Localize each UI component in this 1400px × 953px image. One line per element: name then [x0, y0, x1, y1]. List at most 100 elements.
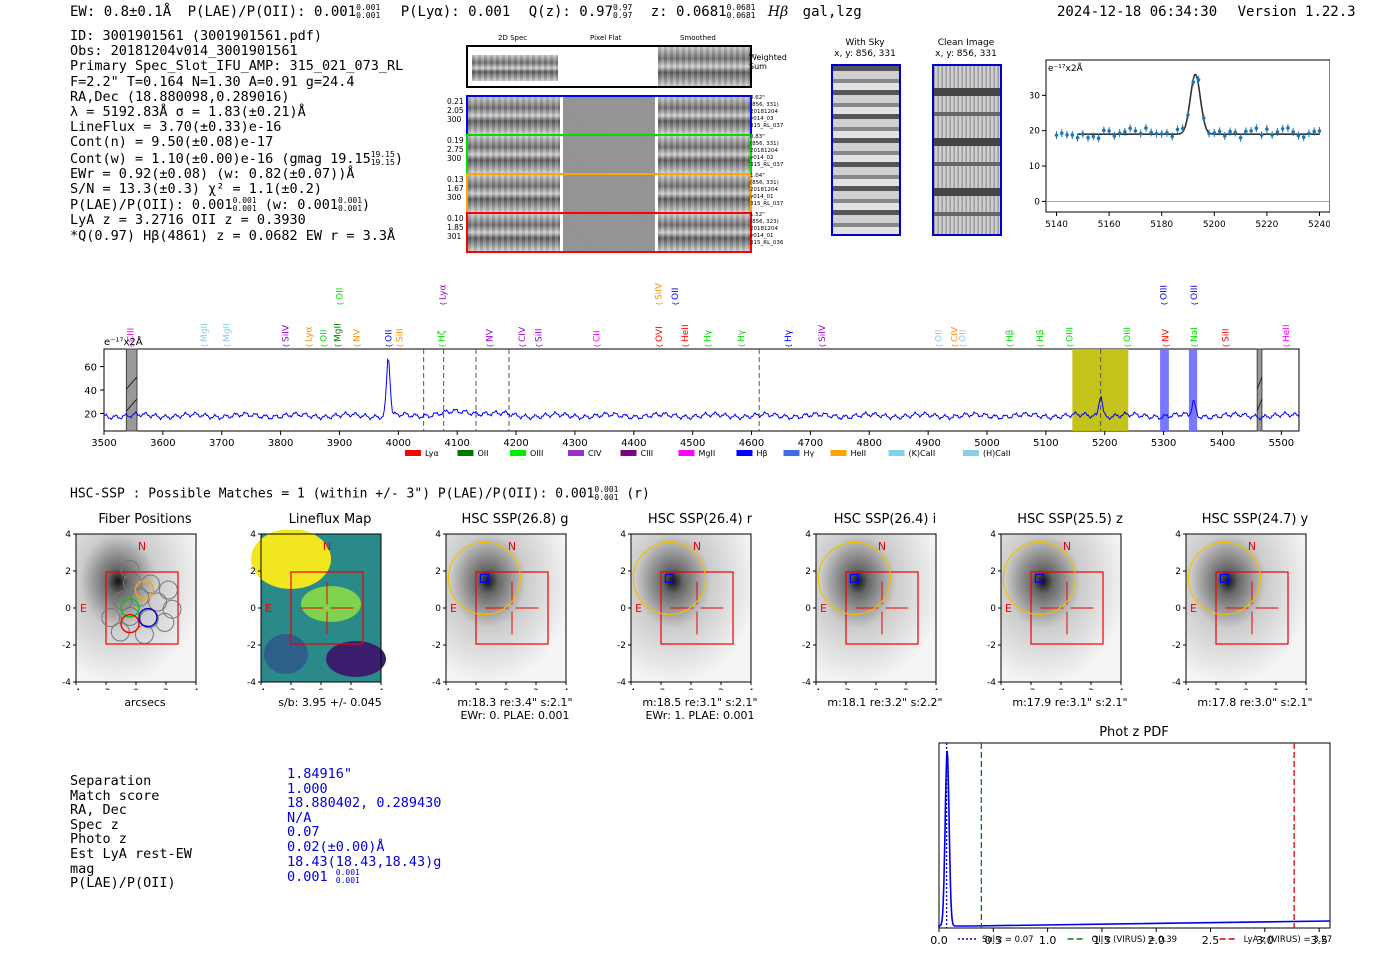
- zoom-xtick-label: 5240: [1308, 220, 1330, 230]
- line-label-bracket: {: [385, 344, 393, 348]
- hsc-ytick-label: 0: [65, 604, 71, 614]
- line-label: SiII: [396, 328, 406, 342]
- hatch-line: [1256, 376, 1263, 390]
- spec2d-row-right-value: 1.04": [750, 173, 765, 179]
- line-label: Lyα: [304, 326, 314, 342]
- hsc-ytick-label: 0: [990, 604, 996, 614]
- header-line-id: Hβ: [767, 4, 789, 20]
- photz-title: Phot z PDF: [1099, 725, 1169, 740]
- zoom-fit-line: [1077, 73, 1320, 135]
- hsc-ytick-label: -2: [62, 641, 71, 651]
- weighted-label: Weighted Sum: [749, 53, 787, 71]
- line-label: Hζ: [437, 330, 447, 342]
- hsc-image: [76, 534, 196, 682]
- fiber-circle: [101, 608, 121, 628]
- fiber-circle: [140, 574, 160, 594]
- line-label-bracket: {: [656, 344, 664, 348]
- zoom-data-point: [1165, 131, 1169, 135]
- hsc-north-label: N: [323, 540, 331, 553]
- hsc-xtick-label: 2: [348, 688, 354, 690]
- legend-swatch: [510, 450, 526, 456]
- zoom-data-point: [1212, 131, 1217, 135]
- info-line-radec: RA,Dec (18.880098,0.289016): [70, 88, 290, 105]
- hsc-panel-title: HSC SSP(24.7) y: [1201, 512, 1309, 527]
- hsc-ytick-label: 4: [1175, 530, 1181, 540]
- photz-legend-label: Sol z = 0.07: [982, 935, 1034, 945]
- zoom-ticks: 5140 5160 5180 5200 5220 5240 0 10 20 30: [1030, 91, 1330, 230]
- hsc-xtick-label: -2: [1212, 688, 1221, 690]
- zoom-xtick-label: 5140: [1045, 220, 1068, 230]
- spec2d-row-left-value: 0.19: [447, 136, 464, 145]
- line-label-bracket: {: [519, 344, 527, 348]
- spec2d-col-title-3: Smoothed: [680, 34, 716, 42]
- photz-plot: [938, 743, 1331, 928]
- line-label: SiIV: [281, 324, 291, 342]
- hsc-east-label: E: [265, 602, 272, 615]
- hsc-summary-sub: 0.001: [594, 493, 619, 502]
- line-label-bracket: {: [438, 344, 446, 348]
- spec2d-row-left-value: 0.13: [447, 175, 464, 184]
- line-label-bracket: {: [1066, 344, 1074, 348]
- zoom-data-point: [1244, 129, 1248, 134]
- spec2d-row-flat: [563, 175, 655, 212]
- zoom-data-point: [1275, 130, 1280, 134]
- info-gmag-sup: 19.15: [370, 149, 395, 159]
- hsc-xtick-label: -2: [657, 688, 666, 690]
- line-label-bracket: {: [439, 302, 447, 306]
- hsc-xtick-label: -4: [442, 688, 451, 690]
- spec2d-row-right-value: v014_03: [750, 116, 774, 122]
- hsc-xtick-label: 2: [163, 688, 169, 690]
- spec2d-row-smoothed: [658, 175, 750, 212]
- spec2d-row-left-value: 300: [447, 154, 462, 163]
- zoom-xtick-label: 5220: [1255, 220, 1278, 230]
- match-plae-text: 0.001: [287, 869, 328, 886]
- info-line-lambda: λ = 5192.83Å σ = 1.83(±0.21)Å: [70, 104, 306, 121]
- line-label-bracket: {: [785, 344, 793, 348]
- line-label: Lyα: [438, 284, 448, 300]
- zoom-data-point: [1159, 132, 1164, 136]
- line-label: CIII: [126, 328, 136, 342]
- spec2d-row-right-value: 315_RL_037: [750, 201, 784, 207]
- hsc-xtick-label: -4: [1182, 688, 1191, 690]
- main-spectrum-chart: CIII{MgII{MgII{SiIV{Lyα{OII{MgII{NV{OII{…: [84, 282, 1300, 458]
- hsc-xtick-label: -2: [842, 688, 851, 690]
- spec2d-row-left-label: 0.21 2.05 300: [447, 97, 464, 124]
- line-label: NV: [353, 328, 363, 342]
- legend-swatch: [678, 450, 695, 456]
- hsc-source-box: [479, 573, 490, 584]
- zoom-data-point: [1054, 133, 1059, 137]
- hsc-xtick-label: 2: [533, 688, 539, 690]
- main-legend: Lyα OII OIII CIV CIII MgII Hβ Hγ HeII (K)CaII (H)C…: [405, 449, 1010, 458]
- line-label-bracket: {: [321, 344, 329, 348]
- line-label: HeII: [681, 324, 691, 342]
- info-line-slot: Primary Spec_Slot_IFU_AMP: 315_021_073_R…: [70, 58, 404, 75]
- zoom-data-point: [1307, 131, 1311, 136]
- hsc-xtick-label: -2: [1027, 688, 1036, 690]
- sky-sub: x, y: 856, 331: [834, 49, 896, 59]
- main-xtick-label: 4300: [562, 438, 587, 449]
- spec2d-row-left-value: 0.10: [447, 214, 464, 223]
- main-xtick-label: 3900: [327, 438, 352, 449]
- hsc-panel-caption: m:18.3 re:3.4" s:2.1": [457, 696, 573, 709]
- photz-legend-label: LyA z (VIRUS) = 3.27: [1244, 935, 1333, 945]
- hsc-east-label: E: [450, 602, 457, 615]
- match-plae-sup: 0.001: [335, 868, 360, 878]
- fiber-circle: [139, 609, 159, 629]
- line-label: OII: [958, 330, 968, 342]
- match-label-plae: P(LAE)/P(OII): [70, 875, 176, 892]
- line-label: OII: [671, 288, 681, 300]
- zoom-data-point: [1138, 131, 1143, 136]
- line-label-bracket: {: [201, 344, 209, 348]
- photz-xtick-label: 1.5: [1093, 934, 1111, 947]
- legend-swatch: [888, 450, 905, 456]
- weighted-label-1: Weighted: [749, 53, 787, 62]
- spec2d-row-right-value: 20181204: [750, 109, 778, 115]
- header-tags: gal,lzg: [802, 4, 862, 20]
- info-line-id: ID: 3001901561 (3001901561.pdf): [70, 28, 322, 44]
- spec2d-row-box: [466, 134, 752, 175]
- zoom-data-point: [1217, 129, 1222, 134]
- zoom-data-point: [1154, 131, 1159, 136]
- line-label: MgII: [222, 323, 232, 342]
- match-label-mag: mag: [70, 860, 95, 877]
- info-line-obs: Obs: 20181204v014_3001901561: [70, 43, 298, 60]
